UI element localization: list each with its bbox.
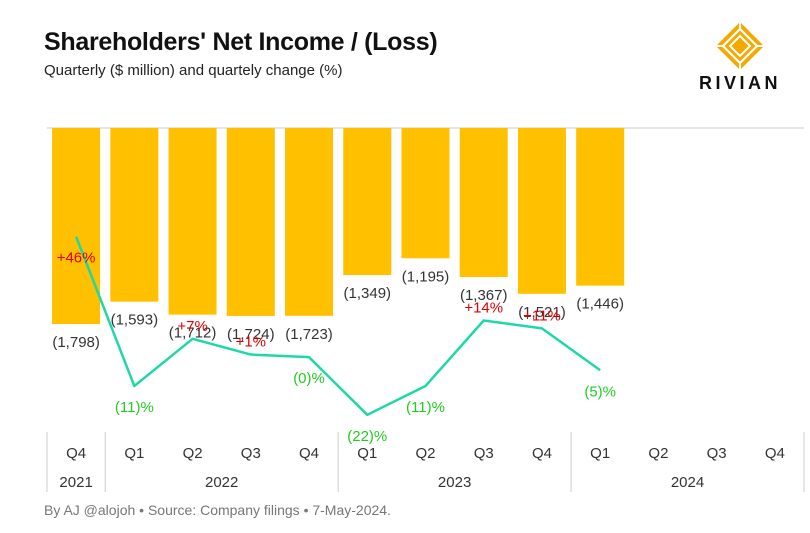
bar <box>226 128 275 316</box>
year-label: 2022 <box>205 474 238 491</box>
chart-subtitle: Quarterly ($ million) and quartely chang… <box>44 62 343 79</box>
change-line <box>74 236 601 417</box>
bar-value-label: (1,712) <box>169 325 217 342</box>
change-label: (22)% <box>347 428 387 445</box>
bar <box>459 128 508 278</box>
bar <box>576 128 625 286</box>
bar <box>168 128 217 315</box>
bar-value-label: (1,367) <box>460 287 508 304</box>
x-tick-label: Q1 <box>357 445 377 462</box>
x-tick-label: Q2 <box>415 445 435 462</box>
bar <box>401 128 450 259</box>
year-label: 2023 <box>438 474 471 491</box>
x-tick-label: Q4 <box>765 445 785 462</box>
x-tick-label: Q2 <box>648 445 668 462</box>
bar-value-label: (1,349) <box>344 285 392 302</box>
x-tick-label: Q3 <box>707 445 727 462</box>
rivian-diamond-icon <box>716 22 764 70</box>
bar <box>110 128 159 302</box>
bar-value-label: (1,723) <box>285 326 333 343</box>
bar <box>285 128 334 316</box>
footer-source: By AJ @alojoh • Source: Company filings … <box>44 502 391 518</box>
bar-value-label: (1,521) <box>518 304 566 321</box>
x-tick-label: Q3 <box>474 445 494 462</box>
x-tick-label: Q4 <box>532 445 552 462</box>
x-tick-label: Q1 <box>590 445 610 462</box>
bar-value-label: (1,446) <box>576 296 624 313</box>
x-tick-label: Q4 <box>299 445 319 462</box>
x-tick-label: Q4 <box>66 445 86 462</box>
logo-wordmark: RIVIAN <box>698 73 781 93</box>
bar <box>517 128 566 294</box>
change-label: +11% <box>523 307 561 324</box>
change-label: (11)% <box>406 399 445 416</box>
change-label: (0)% <box>293 370 325 387</box>
change-label: +1% <box>236 334 266 351</box>
rivian-logo: RIVIAN <box>690 20 790 95</box>
year-label: 2021 <box>59 474 92 491</box>
x-tick-label: Q2 <box>183 445 203 462</box>
bar-value-label: (1,724) <box>227 326 275 343</box>
bar <box>52 128 101 324</box>
x-tick-label: Q1 <box>124 445 144 462</box>
year-label: 2024 <box>671 474 704 491</box>
bar <box>343 128 392 276</box>
bar-value-label: (1,593) <box>111 312 159 329</box>
chart-title: Shareholders' Net Income / (Loss) <box>44 28 438 56</box>
bar-value-label: (1,798) <box>52 334 100 351</box>
x-tick-label: Q3 <box>241 445 261 462</box>
change-label: +14% <box>464 300 503 317</box>
bar-value-label: (1,195) <box>402 268 450 285</box>
change-label: +7% <box>177 318 207 335</box>
change-label: +46% <box>57 250 96 267</box>
change-label: (11)% <box>115 399 154 416</box>
change-label: (5)% <box>584 383 616 400</box>
